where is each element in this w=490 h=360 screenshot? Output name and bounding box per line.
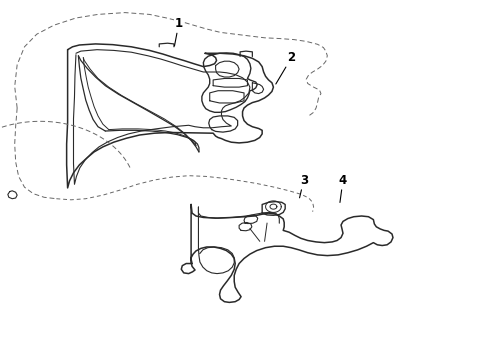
Text: 2: 2 [276,51,295,84]
Text: 1: 1 [174,17,183,46]
Text: 4: 4 [339,174,347,202]
Text: 3: 3 [299,174,308,198]
